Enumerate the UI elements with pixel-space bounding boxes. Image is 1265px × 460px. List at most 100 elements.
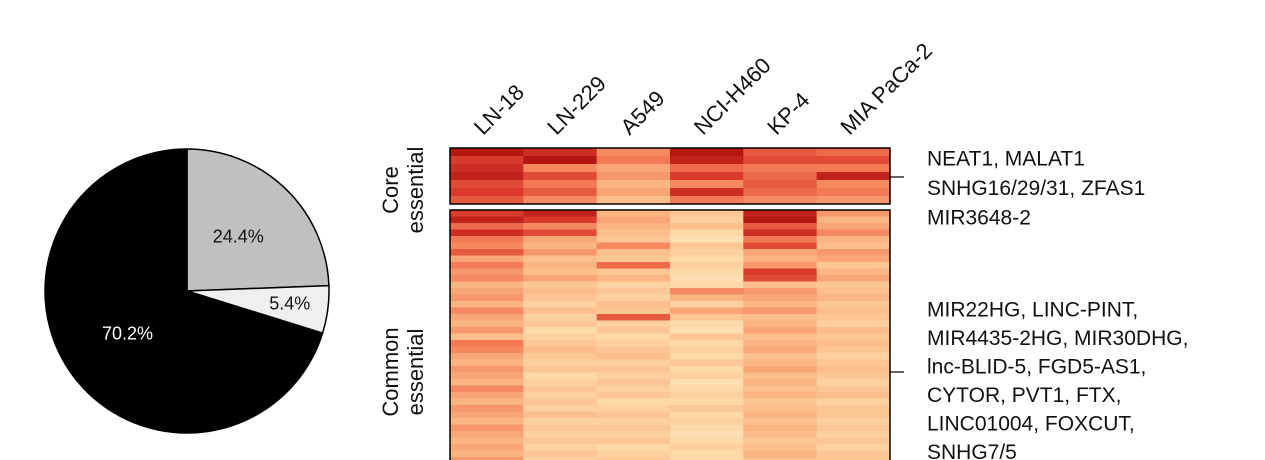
heatmap-cell-g1-r8-c2 — [596, 262, 671, 269]
heatmap-cell-g1-r7-c1 — [523, 255, 598, 263]
heatmap-cell-g0-r4-c4 — [743, 180, 818, 189]
heatmap-cell-g1-r5-c5 — [816, 242, 891, 250]
heatmap-cell-g1-r1-c4 — [743, 216, 818, 224]
heatmap-cell-g1-r12-c1 — [523, 288, 598, 295]
heatmap-gene-annotation-1-2: lnc-BLID-5, FGD5-AS1, — [927, 356, 1146, 379]
heatmap-cell-g0-r5-c5 — [816, 188, 891, 197]
heatmap-cell-g1-r18-c2 — [596, 327, 671, 334]
heatmap-cell-g1-r9-c4 — [743, 268, 818, 276]
heatmap-cell-g1-r35-c5 — [816, 437, 891, 445]
heatmap-cell-g1-r14-c0 — [450, 301, 524, 308]
heatmap-cell-g0-r4-c2 — [596, 180, 671, 189]
heatmap-cell-g1-r14-c5 — [816, 301, 891, 308]
heatmap-cell-g0-r4-c3 — [670, 180, 744, 189]
heatmap-cell-g1-r29-c5 — [816, 398, 891, 406]
heatmap-cell-g1-r24-c2 — [596, 366, 671, 373]
heatmap-cell-g1-r14-c3 — [670, 301, 744, 308]
heatmap-cell-g1-r23-c2 — [596, 359, 671, 367]
heatmap-cell-g1-r35-c1 — [523, 437, 598, 445]
heatmap-cell-g1-r24-c4 — [743, 366, 818, 373]
heatmap-cell-g1-r2-c4 — [743, 223, 818, 230]
heatmap-cell-g1-r3-c3 — [670, 229, 744, 237]
heatmap-cell-g0-r1-c2 — [596, 156, 671, 165]
heatmap-cell-g1-r7-c2 — [596, 255, 671, 263]
heatmap-cell-g1-r0-c3 — [670, 210, 744, 217]
heatmap-cell-g1-r32-c3 — [670, 418, 744, 425]
heatmap-column-label-2: A549 — [616, 86, 670, 140]
heatmap-cell-g1-r12-c3 — [670, 288, 744, 295]
heatmap-cell-g1-r18-c3 — [670, 327, 744, 334]
heatmap-group-frames — [449, 147, 891, 460]
heatmap-cell-g1-r11-c2 — [596, 281, 671, 289]
heatmap-cell-g1-r3-c2 — [596, 229, 671, 237]
heatmap-cell-g1-r36-c4 — [743, 444, 818, 451]
heatmap-cell-g1-r36-c3 — [670, 444, 744, 451]
heatmap-cell-g1-r10-c3 — [670, 275, 744, 282]
heatmap-cell-g1-r29-c3 — [670, 398, 744, 406]
heatmap-cell-g1-r9-c3 — [670, 268, 744, 276]
heatmap-cell-g1-r23-c4 — [743, 359, 818, 367]
heatmap-cell-g1-r27-c5 — [816, 385, 891, 393]
pie-slice-label-0: 24.4% — [213, 227, 264, 247]
heatmap-cell-g1-r4-c5 — [816, 236, 891, 243]
heatmap-cell-g1-r34-c0 — [450, 431, 524, 438]
heatmap-cell-g1-r4-c1 — [523, 236, 598, 243]
heatmap-cell-g1-r18-c0 — [450, 327, 524, 334]
heatmap-cell-g0-r1-c3 — [670, 156, 744, 165]
heatmap-cell-g1-r24-c5 — [816, 366, 891, 373]
heatmap-cell-g1-r27-c0 — [450, 385, 524, 393]
heatmap-cell-g1-r3-c4 — [743, 229, 818, 237]
heatmap-cell-g0-r3-c2 — [596, 172, 671, 181]
heatmap-cell-g1-r2-c3 — [670, 223, 744, 230]
heatmap-cell-g1-r20-c1 — [523, 340, 598, 347]
heatmap-cell-g1-r23-c3 — [670, 359, 744, 367]
heatmap-cell-g1-r15-c4 — [743, 307, 818, 315]
heatmap-cell-g1-r7-c4 — [743, 255, 818, 263]
heatmap-cell-g1-r15-c0 — [450, 307, 524, 315]
heatmap-cell-g0-r2-c1 — [523, 164, 598, 173]
heatmap-cell-g1-r37-c5 — [816, 450, 891, 458]
heatmap-cell-g1-r21-c2 — [596, 346, 671, 354]
heatmap-cell-g1-r2-c2 — [596, 223, 671, 230]
heatmap-cell-g1-r32-c5 — [816, 418, 891, 425]
heatmap-cell-g1-r4-c0 — [450, 236, 524, 243]
heatmap-cell-g1-r28-c5 — [816, 392, 891, 399]
heatmap-cell-g1-r11-c1 — [523, 281, 598, 289]
heatmap-cell-g1-r13-c3 — [670, 294, 744, 302]
heatmap-cell-g1-r31-c2 — [596, 411, 671, 419]
heatmap-cell-g0-r0-c5 — [816, 148, 891, 157]
heatmap-cell-g1-r19-c5 — [816, 333, 891, 341]
heatmap-cell-g1-r6-c4 — [743, 249, 818, 256]
heatmap-cell-g1-r34-c3 — [670, 431, 744, 438]
heatmap-cell-g0-r6-c4 — [743, 196, 818, 205]
heatmap-cell-g1-r0-c2 — [596, 210, 671, 217]
heatmap-cell-g1-r7-c0 — [450, 255, 524, 263]
heatmap-cell-g1-r17-c0 — [450, 320, 524, 328]
heatmap-cell-g1-r31-c5 — [816, 411, 891, 419]
heatmap-cells — [450, 148, 891, 460]
heatmap-cell-g0-r5-c4 — [743, 188, 818, 197]
heatmap-cell-g1-r15-c5 — [816, 307, 891, 315]
heatmap-cell-g0-r3-c4 — [743, 172, 818, 181]
heatmap-cell-g1-r33-c4 — [743, 424, 818, 432]
heatmap-cell-g1-r29-c2 — [596, 398, 671, 406]
heatmap-cell-g1-r22-c1 — [523, 353, 598, 360]
heatmap-cell-g1-r17-c5 — [816, 320, 891, 328]
heatmap-cell-g0-r0-c4 — [743, 148, 818, 157]
heatmap-cell-g0-r3-c5 — [816, 172, 891, 181]
heatmap-cell-g0-r1-c5 — [816, 156, 891, 165]
heatmap-cell-g1-r8-c5 — [816, 262, 891, 269]
heatmap-cell-g1-r24-c0 — [450, 366, 524, 373]
heatmap-cell-g1-r19-c2 — [596, 333, 671, 341]
heatmap-cell-g1-r32-c0 — [450, 418, 524, 425]
heatmap-cell-g1-r30-c3 — [670, 405, 744, 412]
heatmap-cell-g1-r1-c3 — [670, 216, 744, 224]
heatmap-cell-g1-r14-c1 — [523, 301, 598, 308]
heatmap-column-label-5: MIA PaCa-2 — [836, 38, 938, 140]
heatmap-cell-g1-r23-c0 — [450, 359, 524, 367]
heatmap-cell-g1-r20-c0 — [450, 340, 524, 347]
heatmap-cell-g0-r2-c2 — [596, 164, 671, 173]
heatmap-cell-g1-r36-c2 — [596, 444, 671, 451]
heatmap-cell-g1-r38-c2 — [596, 457, 671, 460]
